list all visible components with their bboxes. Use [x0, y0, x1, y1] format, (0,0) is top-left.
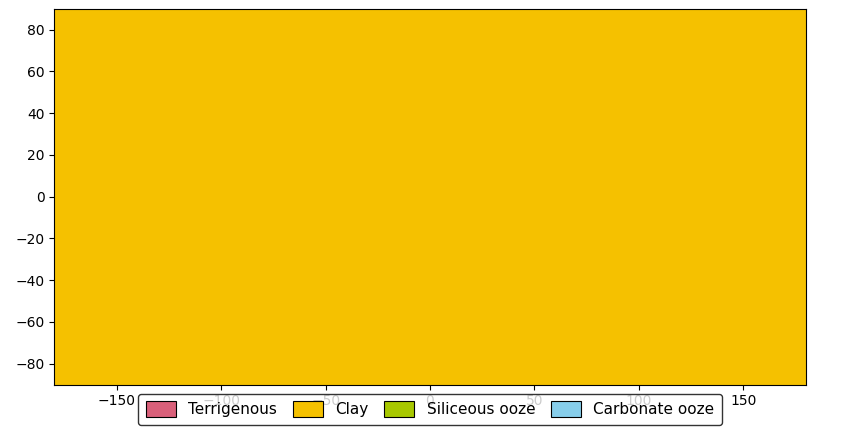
Legend: Terrigenous, Clay, Siliceous ooze, Carbonate ooze: Terrigenous, Clay, Siliceous ooze, Carbo… [138, 394, 722, 425]
